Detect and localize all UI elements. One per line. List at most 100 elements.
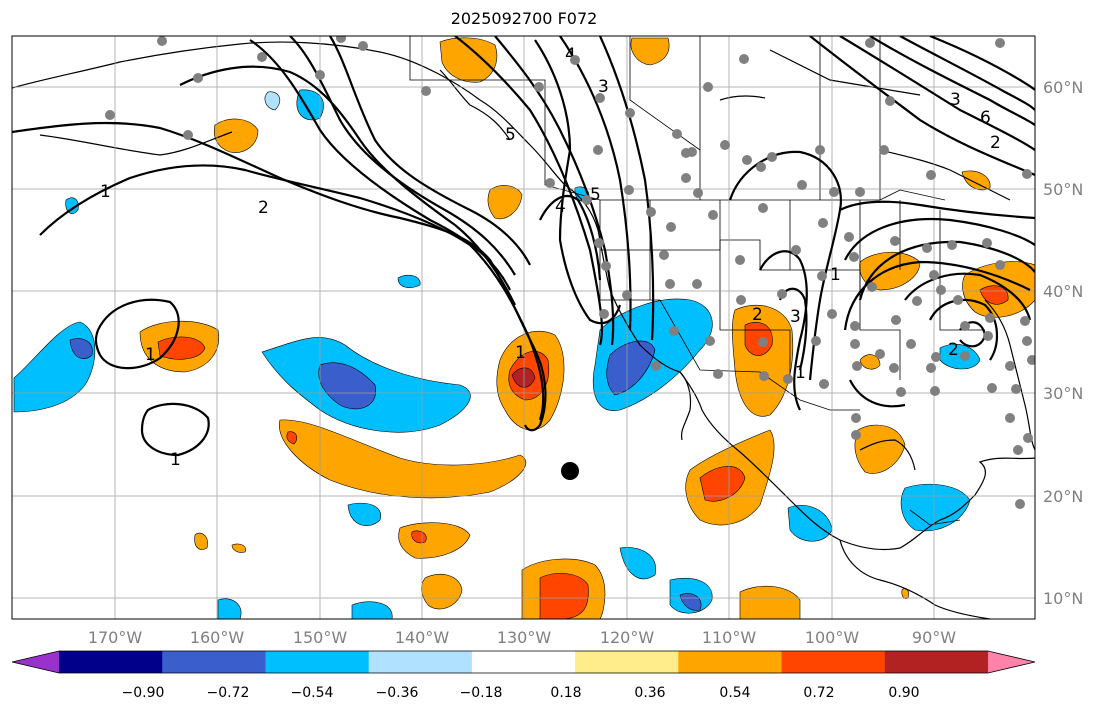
station-marker: [545, 178, 555, 188]
y-tick-label: 30°N: [1043, 384, 1083, 403]
station-marker: [742, 155, 752, 165]
station-marker: [1013, 445, 1023, 455]
station-marker: [1020, 316, 1030, 326]
contour-label: 2: [990, 133, 1001, 153]
colorbar-extend-min: [12, 651, 59, 673]
station-marker: [983, 331, 993, 341]
station-marker: [1011, 384, 1021, 394]
contour-label: 2: [948, 340, 959, 360]
station-marker: [867, 282, 877, 292]
contour-label: 1: [795, 363, 806, 383]
station-marker: [960, 321, 970, 331]
colorbar-segment: [575, 651, 679, 673]
station-marker: [672, 129, 682, 139]
station-marker: [818, 218, 828, 228]
map-frame: [11, 35, 1036, 620]
colorbar-label: −0.54: [291, 685, 334, 701]
station-marker: [758, 203, 768, 213]
station-marker: [879, 145, 889, 155]
station-marker: [783, 374, 793, 384]
contour-label: 4: [555, 197, 566, 217]
colorbar-segment: [368, 651, 473, 673]
colorbar-segment: [781, 651, 886, 673]
station-marker: [850, 321, 860, 331]
station-marker: [720, 140, 730, 150]
station-marker: [1027, 355, 1035, 365]
station-marker: [797, 180, 807, 190]
station-marker: [624, 185, 634, 195]
height-contours: [12, 36, 1035, 457]
contour-label: 1: [145, 345, 156, 365]
station-marker: [625, 108, 635, 118]
station-marker: [875, 349, 885, 359]
station-marker: [756, 162, 766, 172]
station-marker: [953, 295, 963, 305]
station-marker: [936, 285, 946, 295]
center-marker: [561, 462, 579, 480]
station-marker: [570, 55, 580, 65]
colorbar-labels: −0.90 −0.72 −0.54 −0.36 −0.18 0.18 0.36 …: [122, 685, 920, 701]
station-marker: [735, 255, 745, 265]
station-marker: [759, 371, 769, 381]
station-marker: [1022, 169, 1032, 179]
station-marker: [703, 82, 713, 92]
x-tick-label: 140°W: [395, 628, 450, 647]
station-marker: [358, 41, 368, 51]
contour-label: 2: [752, 305, 763, 325]
station-marker: [193, 73, 203, 83]
contour-label: 5: [505, 125, 516, 145]
station-marker: [947, 240, 957, 250]
figure-title: 2025092700 F072: [450, 9, 598, 28]
x-tick-label: 170°W: [88, 628, 143, 647]
station-marker: [777, 289, 787, 299]
contour-label: 1: [515, 343, 526, 363]
station-marker: [819, 379, 829, 389]
station-marker: [595, 93, 605, 103]
station-marker: [844, 232, 854, 242]
station-marker: [666, 222, 676, 232]
station-marker: [815, 145, 825, 155]
station-marker: [659, 250, 669, 260]
station-marker: [817, 271, 827, 281]
station-marker: [594, 238, 604, 248]
station-marker: [850, 339, 860, 349]
colorbar-segment: [162, 651, 266, 673]
borders: [409, 36, 985, 526]
colorbar-label: 0.72: [803, 685, 834, 701]
station-marker: [1022, 336, 1032, 346]
x-tick-label: 100°W: [805, 628, 860, 647]
contour-label: 5: [590, 185, 601, 205]
station-marker: [995, 260, 1005, 270]
map-area: 1 2 3 4 5 6 1 2 3 1 2 1 2 3 4 5 1 1: [12, 36, 1035, 619]
colorbar-label: −0.18: [460, 685, 503, 701]
station-marker: [922, 243, 932, 253]
station-marker: [157, 36, 167, 46]
station-marker: [767, 152, 777, 162]
station-marker: [693, 188, 703, 198]
station-marker: [593, 145, 603, 155]
station-marker: [669, 326, 679, 336]
contour-label: 3: [598, 77, 609, 97]
station-marker: [736, 295, 746, 305]
y-tick-labels: 60°N 50°N 40°N 30°N 20°N 10°N: [1043, 78, 1083, 608]
station-marker: [851, 413, 861, 423]
station-marker: [912, 296, 922, 306]
contour-label: 1: [100, 182, 111, 202]
contour-label: 3: [950, 90, 961, 110]
station-marker: [622, 290, 632, 300]
y-tick-label: 10°N: [1043, 589, 1083, 608]
coastlines: [12, 41, 1035, 619]
station-marker: [183, 130, 193, 140]
station-marker: [906, 339, 916, 349]
station-marker: [849, 252, 859, 262]
station-marker: [315, 70, 325, 80]
x-tick-label: 120°W: [600, 628, 655, 647]
station-marker: [705, 336, 715, 346]
colorbar-segment: [265, 651, 370, 673]
x-tick-label: 160°W: [190, 628, 245, 647]
x-tick-label: 130°W: [497, 628, 552, 647]
station-marker: [739, 54, 749, 64]
station-marker: [890, 236, 900, 246]
colorbar-segment: [678, 651, 783, 673]
y-tick-label: 60°N: [1043, 78, 1083, 97]
